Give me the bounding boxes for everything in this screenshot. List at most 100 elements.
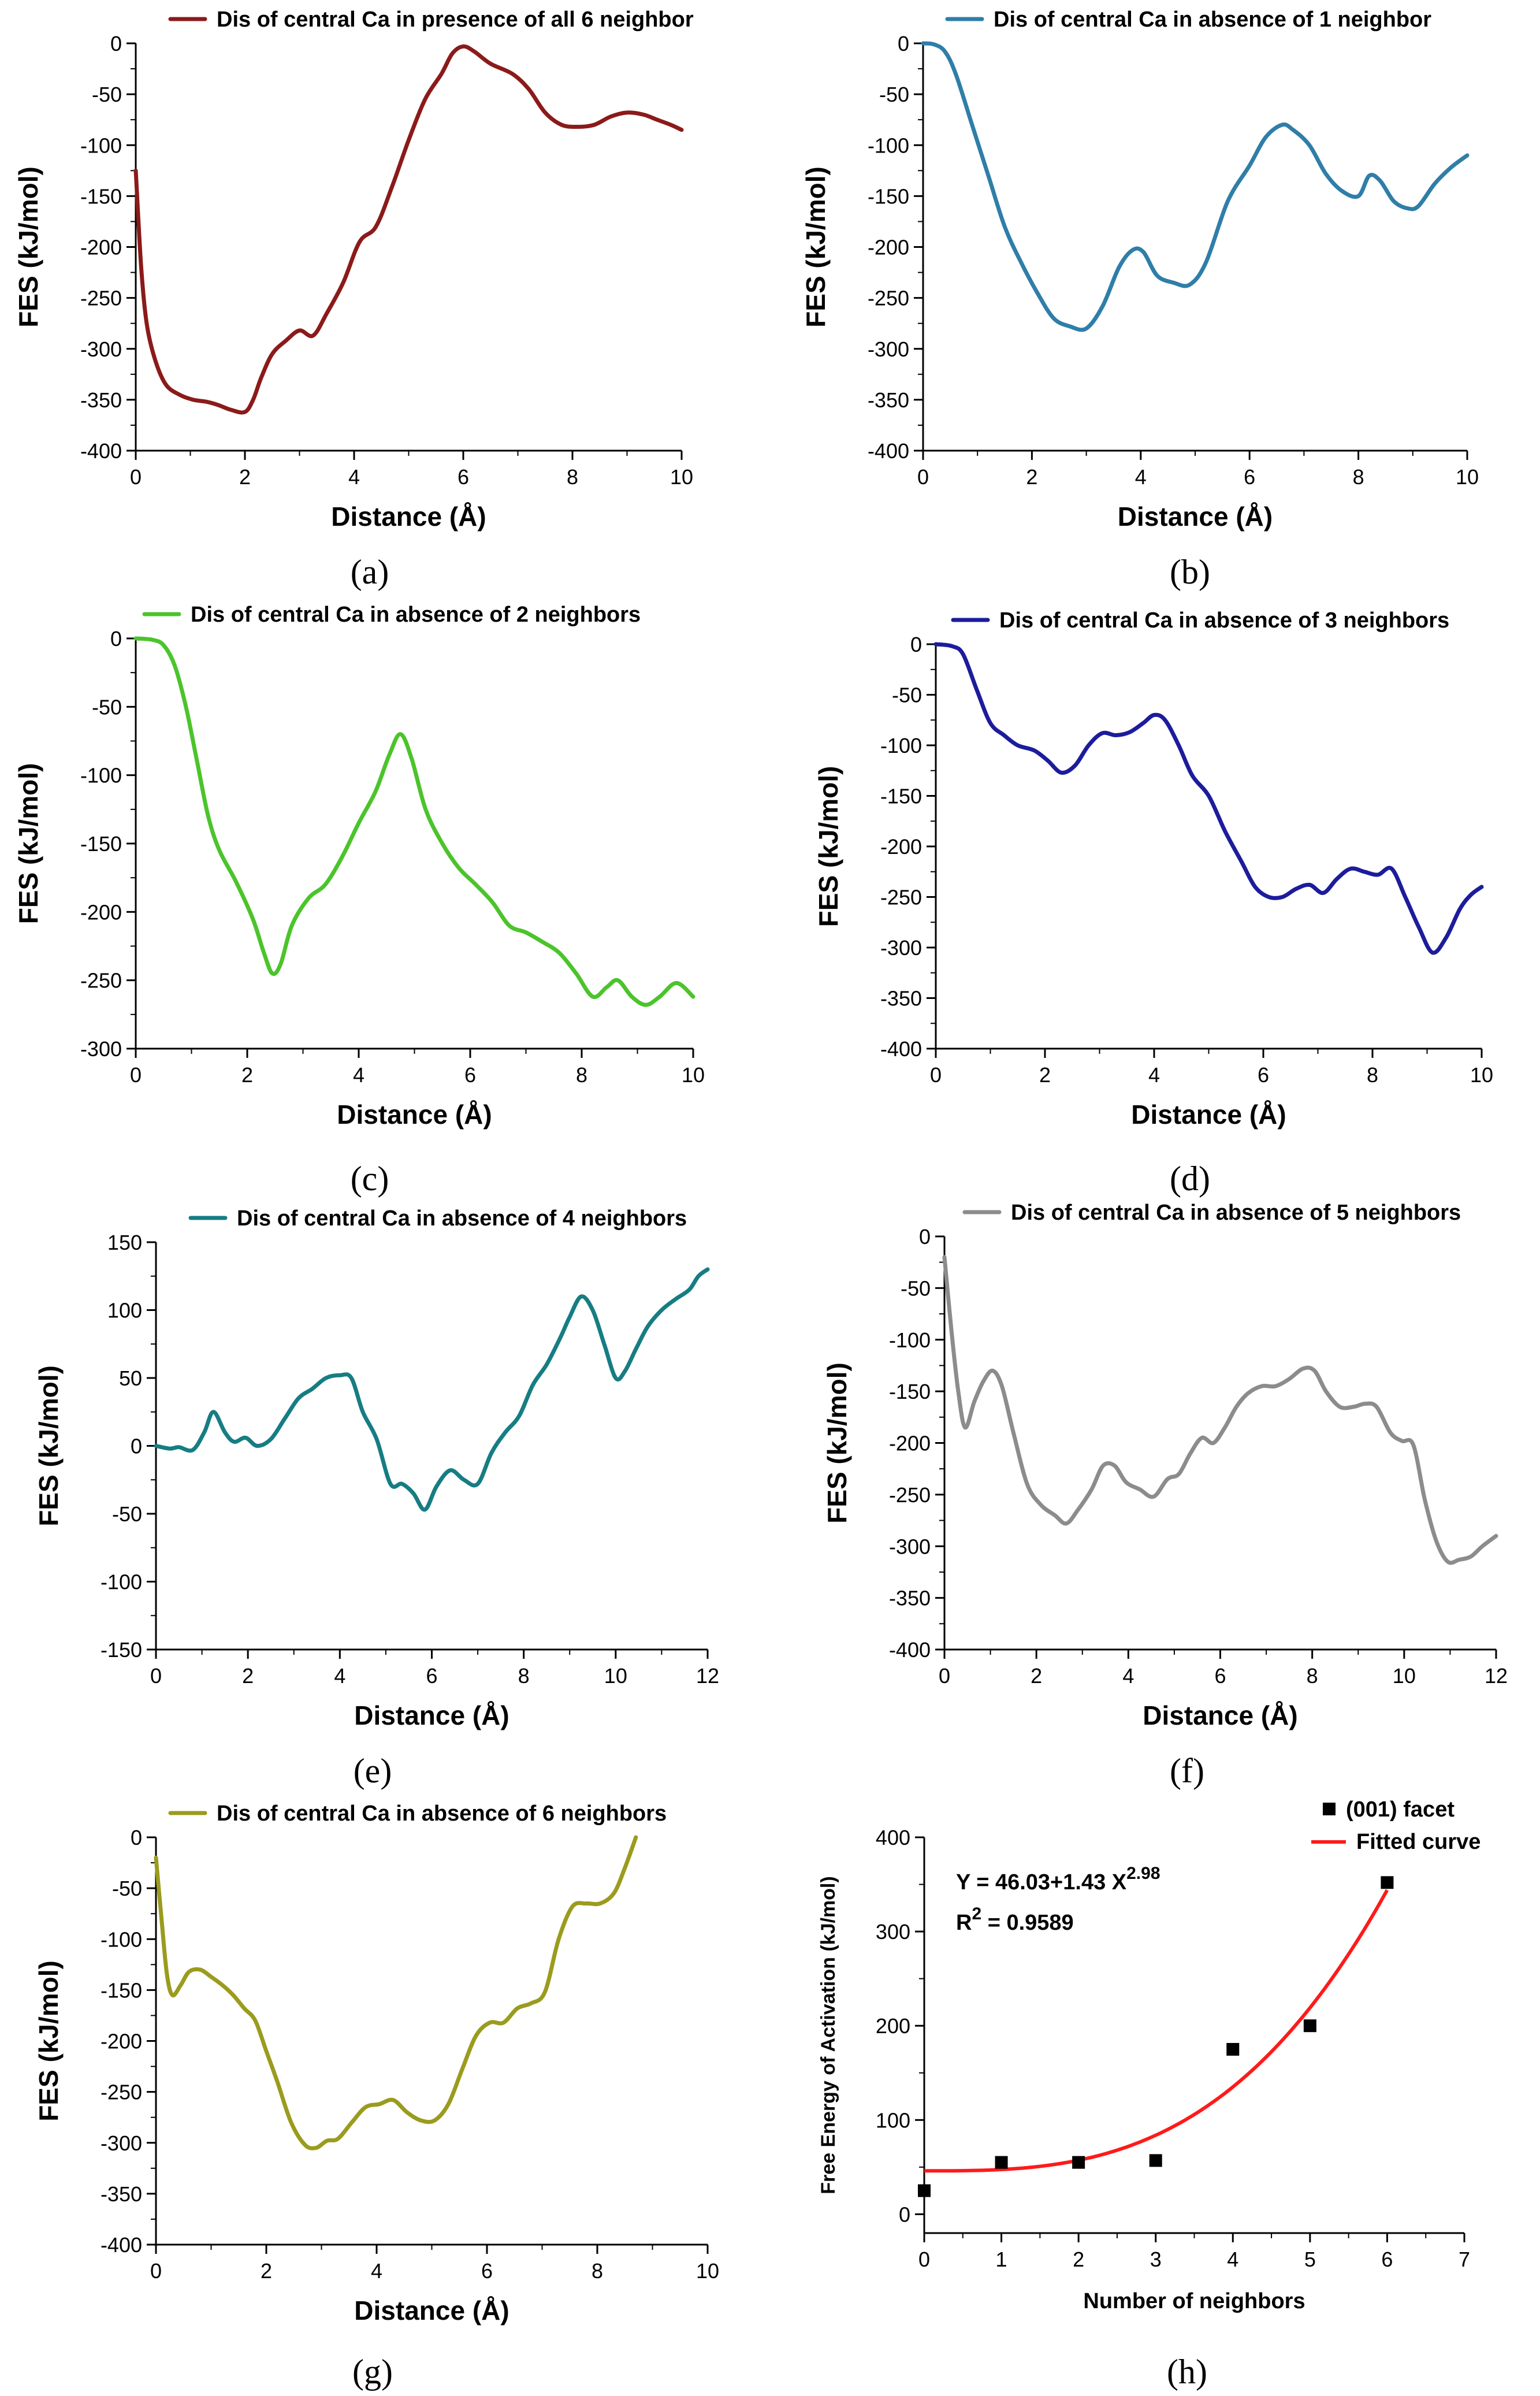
- y-tick-label: -250: [101, 2081, 142, 2104]
- x-tick-label: 1: [996, 2248, 1007, 2271]
- y-tick-label: -50: [879, 83, 909, 106]
- chart-panel-e: 0 2 4 6 8 10 12 -150 -100 -50 0 50 100 150 Distance (Å…: [34, 1206, 719, 1790]
- x-tick-label: 10: [1470, 1063, 1493, 1087]
- x-tick-label: 4: [1227, 2248, 1238, 2271]
- y-tick-label: -300: [880, 936, 922, 960]
- x-tick-label: 4: [1122, 1664, 1134, 1688]
- y-tick-label: 0: [899, 2202, 910, 2226]
- legend-label: Dis of central Ca in absence of 3 neighb…: [999, 608, 1449, 633]
- y-tick-label: 0: [131, 1826, 142, 1849]
- y-tick-label: -200: [101, 2030, 142, 2053]
- chart-panel-c: 0 2 4 6 8 10 -300 -250 -200 -150 -100 -50 0 Distance …: [13, 603, 705, 1198]
- x-tick-label: 6: [464, 1063, 476, 1087]
- y-tick-label: -100: [101, 1570, 142, 1594]
- x-tick-label: 4: [1135, 465, 1147, 489]
- legend-marker: [1323, 1803, 1336, 1815]
- y-tick-label: -150: [101, 1638, 142, 1662]
- x-tick-label: 2: [261, 2259, 272, 2283]
- y-tick-label: -100: [868, 133, 909, 157]
- x-tick-label: 8: [1307, 1664, 1318, 1688]
- x-tick-label: 6: [426, 1664, 437, 1688]
- x-tick-label: 7: [1459, 2248, 1470, 2271]
- x-tick-label: 6: [457, 465, 469, 489]
- x-tick-label: 3: [1150, 2248, 1162, 2271]
- x-tick-label: 8: [1367, 1063, 1378, 1087]
- x-tick-label: 0: [130, 1063, 142, 1087]
- y-axis-title: FES (kJ/mol): [822, 1362, 852, 1524]
- chart-panel-d: 0 2 4 6 8 10 -400 -350 -300 -250 -200 -150 -100 -50 0 D…: [813, 608, 1493, 1198]
- legend-label: Dis of central Ca in absence of 2 neighb…: [191, 603, 641, 627]
- x-tick-label: 10: [604, 1664, 627, 1688]
- y-tick-label: -50: [112, 1877, 142, 1900]
- y-tick-label: -150: [889, 1380, 931, 1403]
- panel-caption: (c): [351, 1160, 389, 1198]
- x-tick-label: 10: [1393, 1664, 1416, 1688]
- x-tick-label: 2: [242, 1664, 254, 1688]
- x-tick-label: 0: [939, 1664, 950, 1688]
- y-tick-label: -300: [80, 1037, 122, 1061]
- fit-r-squared: R2 = 0.9589: [956, 1904, 1074, 1935]
- y-tick-label: -200: [80, 236, 122, 259]
- y-tick-label: -400: [880, 1037, 922, 1061]
- y-axis-title: FES (kJ/mol): [34, 1960, 64, 2122]
- x-tick-label: 0: [918, 2248, 930, 2271]
- y-tick-label: 300: [876, 1920, 910, 1944]
- chart-panel-a: 0 2 4 6 8 10 -400 -350 -300 -250 -200 -150 -100 -50 0 D…: [13, 8, 694, 591]
- series-line: [933, 642, 1484, 955]
- y-tick-label: -50: [92, 695, 122, 719]
- y-tick-label: -300: [80, 337, 122, 361]
- y-tick-label: -300: [868, 337, 909, 361]
- x-tick-label: 0: [917, 465, 929, 489]
- y-tick-label: 400: [876, 1826, 910, 1849]
- panel-caption: (h): [1167, 2353, 1207, 2391]
- x-axis-title: Distance (Å): [354, 1700, 509, 1730]
- y-tick-label: -300: [101, 2131, 142, 2155]
- x-tick-label: 4: [371, 2259, 382, 2283]
- chart-panel-g: 0 2 4 6 8 10 -400 -350 -300 -250 -200 -150 -100 -50 0 D…: [34, 1801, 719, 2391]
- x-tick-label: 8: [1353, 465, 1364, 489]
- panel-caption: (e): [354, 1752, 392, 1790]
- y-tick-label: -400: [80, 439, 122, 463]
- data-point: [1149, 2154, 1162, 2167]
- legend-label: (001) facet: [1346, 1797, 1455, 1822]
- y-tick-label: -100: [80, 764, 122, 787]
- x-tick-label: 4: [353, 1063, 364, 1087]
- y-tick-label: -350: [889, 1587, 931, 1610]
- y-tick-label: 0: [919, 1225, 931, 1249]
- x-axis-title: Distance (Å): [331, 502, 486, 532]
- x-tick-label: 6: [1244, 465, 1255, 489]
- y-tick-label: -250: [889, 1483, 931, 1507]
- y-axis-title: FES (kJ/mol): [813, 766, 843, 927]
- x-tick-label: 2: [1031, 1664, 1042, 1688]
- x-axis-title: Distance (Å): [354, 2295, 509, 2326]
- x-tick-label: 0: [930, 1063, 942, 1087]
- y-tick-label: -150: [80, 184, 122, 208]
- y-axis-title: FES (kJ/mol): [801, 166, 831, 328]
- series-line: [133, 636, 695, 1007]
- legend-label: Dis of central Ca in absence of 5 neighb…: [1011, 1201, 1461, 1225]
- y-tick-label: -400: [101, 2233, 142, 2257]
- x-tick-label: 6: [481, 2259, 493, 2283]
- x-tick-label: 8: [518, 1664, 530, 1688]
- x-tick-label: 8: [576, 1063, 587, 1087]
- legend-label: Dis of central Ca in presence of all 6 n…: [217, 8, 694, 32]
- y-tick-label: -400: [868, 439, 909, 463]
- series-line: [942, 1255, 1498, 1565]
- y-tick-label: 0: [910, 633, 922, 656]
- y-tick-label: 0: [131, 1435, 142, 1458]
- x-tick-label: 0: [150, 2259, 162, 2283]
- legend-label: Dis of central Ca in absence of 4 neighb…: [237, 1206, 687, 1231]
- y-tick-label: -50: [892, 683, 922, 707]
- series-line: [154, 1267, 710, 1512]
- y-tick-label: -350: [80, 388, 122, 412]
- data-point: [918, 2184, 931, 2197]
- data-point: [1303, 2019, 1316, 2033]
- y-tick-label: -250: [80, 969, 122, 993]
- y-tick-label: -350: [880, 987, 922, 1011]
- data-point: [1072, 2156, 1085, 2169]
- y-tick-label: -100: [80, 133, 122, 157]
- x-tick-label: 10: [682, 1063, 705, 1087]
- y-tick-label: -200: [868, 236, 909, 259]
- x-tick-label: 2: [1073, 2248, 1084, 2271]
